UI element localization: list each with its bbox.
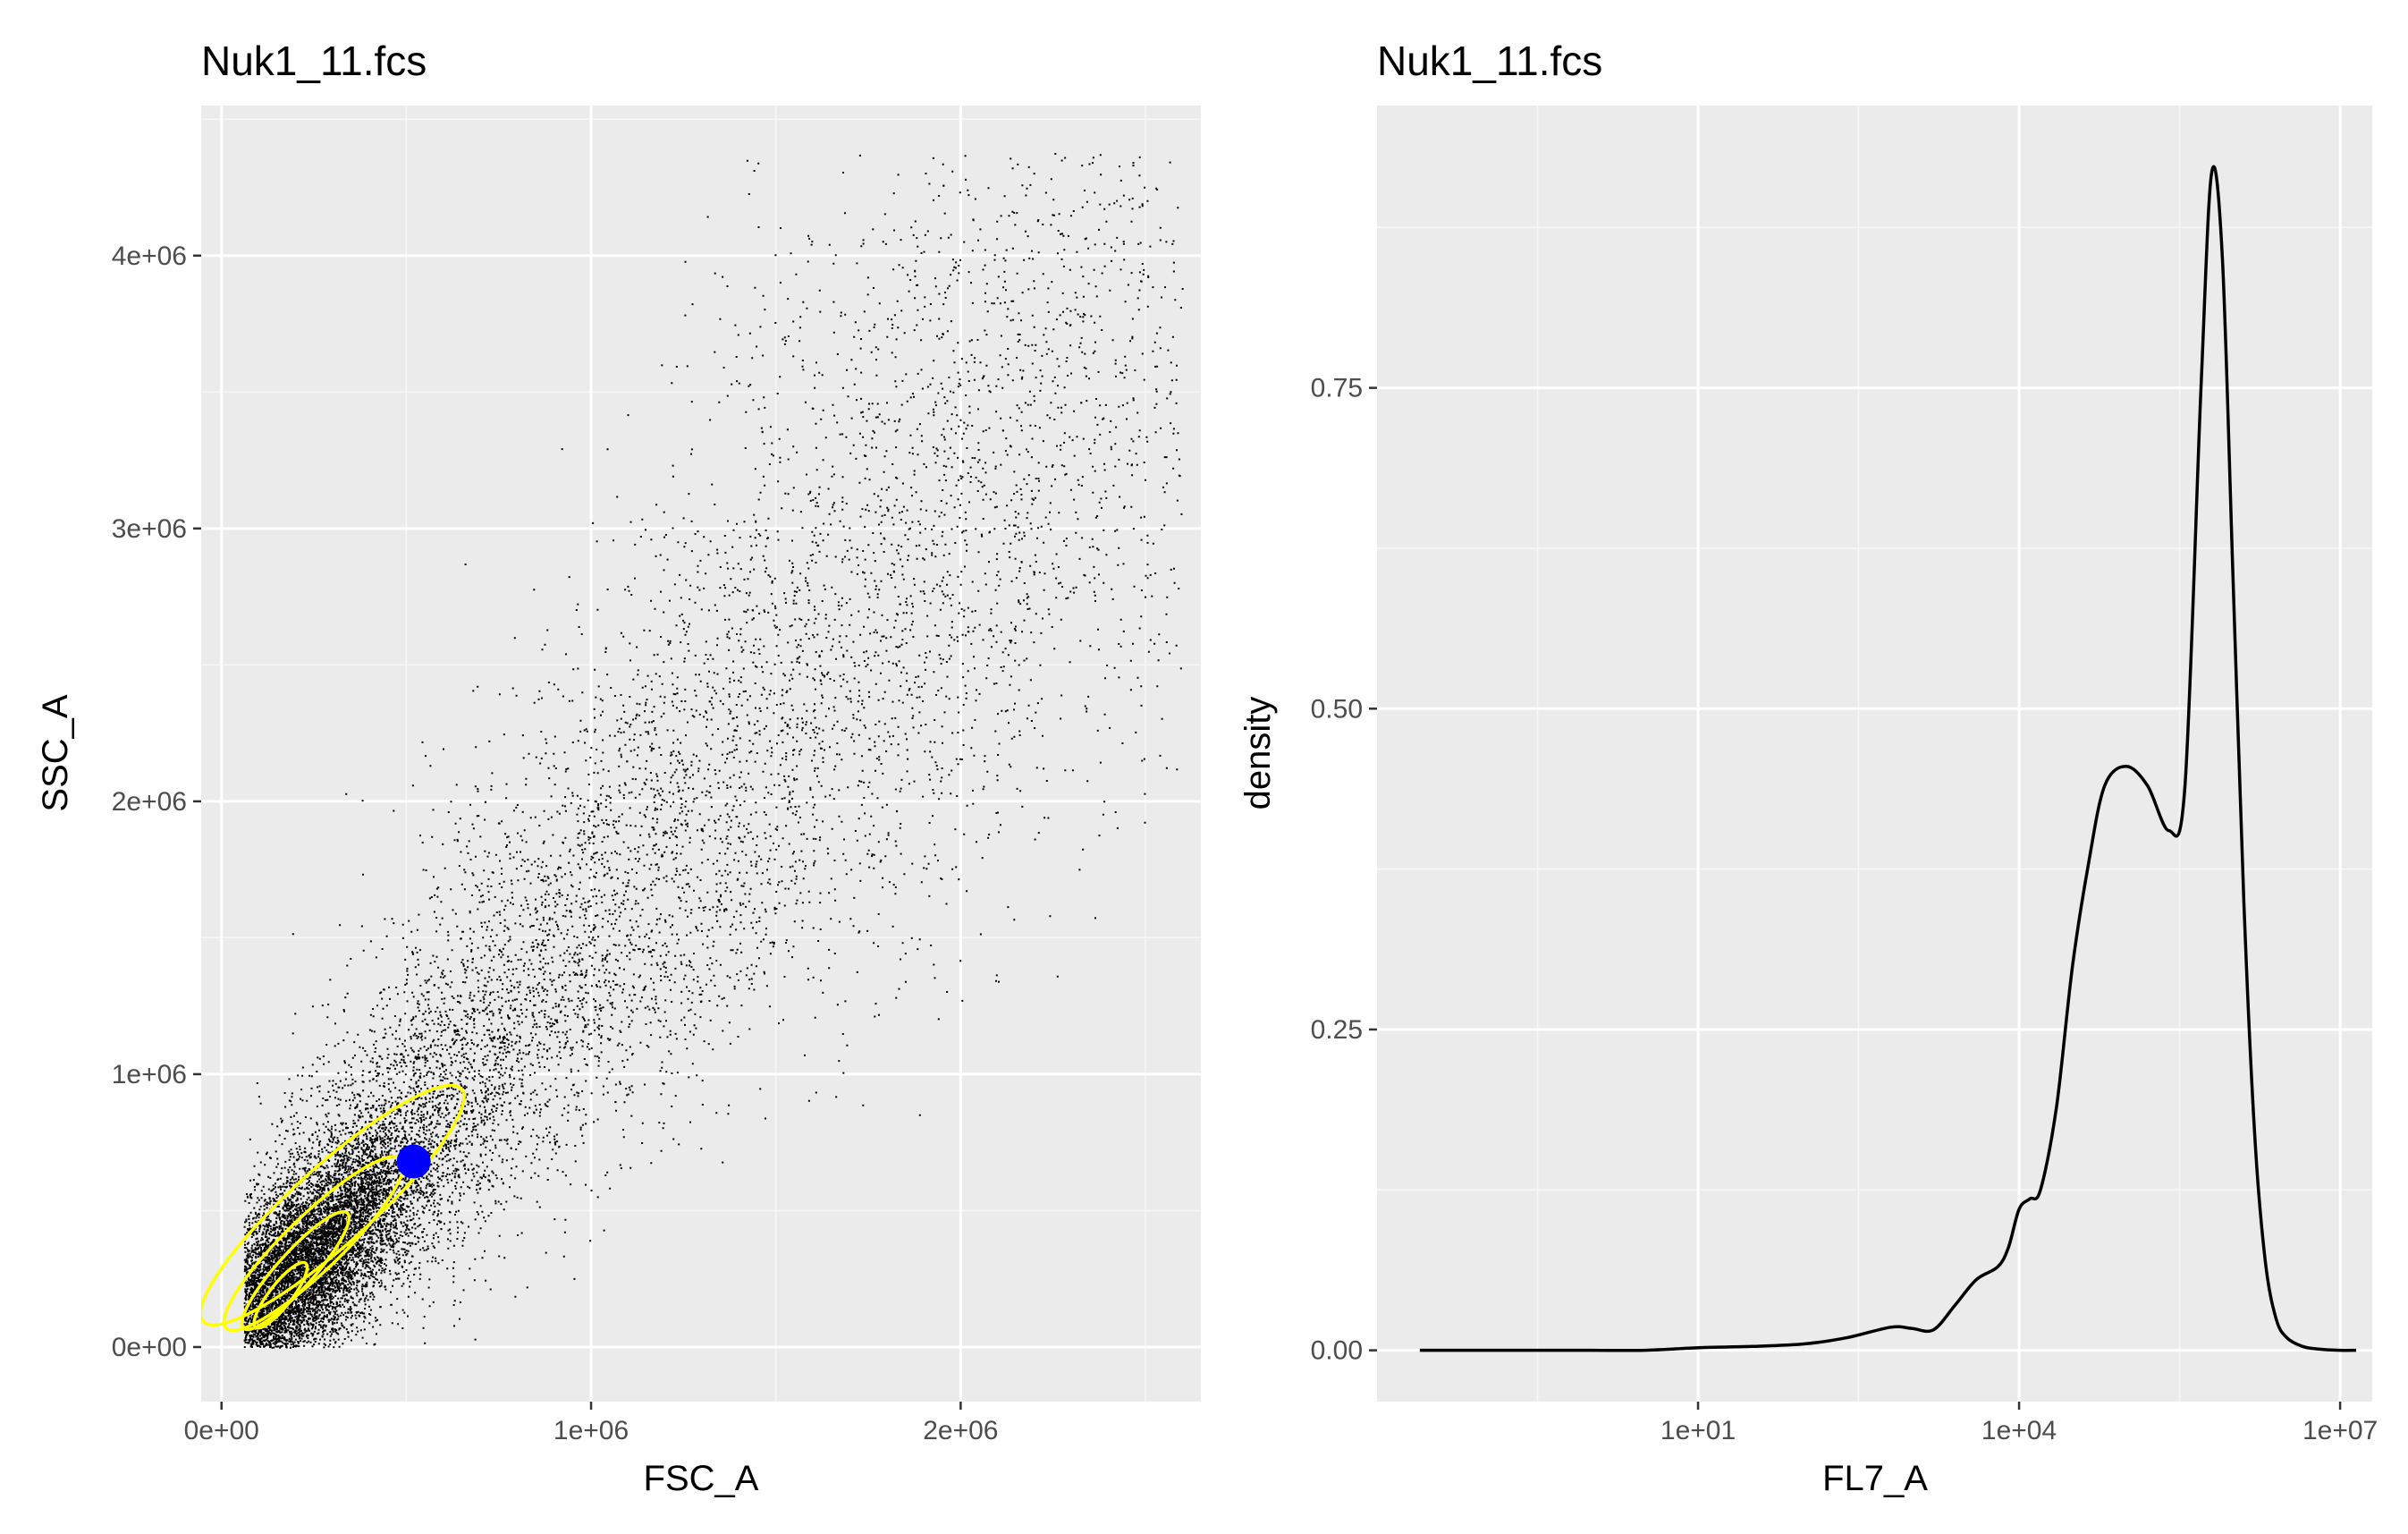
scatter-y-tick-label: 0e+00 [112,1333,187,1362]
scatter-title: Nuk1_11.fcs [201,38,427,84]
scatter-y-tick-label: 4e+06 [112,242,187,271]
scatter-x-tick-label: 1e+06 [553,1416,629,1445]
density-x-tick-label: 1e+07 [2302,1416,2378,1445]
density-plot-background [1377,106,2372,1402]
density-gridlines [1377,106,2372,1402]
density-title: Nuk1_11.fcs [1377,38,1602,84]
scatter-x-axis-title: FSC_A [644,1459,759,1498]
density-y-tick-label: 0.25 [1311,1015,1363,1045]
scatter-y-tick-label: 3e+06 [112,514,187,544]
scatter-gridlines [201,106,1201,1402]
density-contour-3 [240,1209,351,1332]
scatter-ticks: 0e+00 1e+06 2e+06 0e+00 1e+06 2e+06 3e+06 4e+06 [112,242,999,1445]
scatter-x-tick-label: 2e+06 [923,1416,998,1445]
density-y-axis-title: density [1238,697,1278,810]
density-panel: Nuk1_11.fcs 1e+01 1e+04 1e+07 0.00 0.25 0.50 0… [1238,38,2378,1498]
scatter-y-axis-title: SSC_A [36,694,75,811]
density-contour-1 [201,1083,466,1327]
density-line-group [1419,165,2357,1352]
density-y-tick-label: 0.00 [1311,1336,1363,1366]
density-x-axis-title: FL7_A [1822,1459,1928,1498]
density-curve [1419,165,2357,1352]
scatter-point-cloud [243,153,1184,1349]
scatter-y-tick-label: 1e+06 [112,1060,187,1089]
density-x-tick-label: 1e+01 [1660,1416,1736,1445]
density-contour-4 [252,1260,309,1330]
centroid-group [396,1144,431,1179]
density-x-tick-label: 1e+04 [1981,1416,2057,1445]
density-ticks: 1e+01 1e+04 1e+07 0.00 0.25 0.50 0.75 [1311,374,2378,1445]
scatter-x-tick-label: 0e+00 [184,1416,259,1445]
density-y-tick-label: 0.75 [1311,374,1363,403]
scatter-y-tick-label: 2e+06 [112,787,187,817]
centroid-point [396,1144,431,1179]
density-y-tick-label: 0.50 [1311,694,1363,724]
scatter-panel: Nuk1_11.fcs 0e+00 1e+06 2e+06 0e+00 1e+06 2e+… [36,38,1201,1498]
scatter-points [243,153,1184,1349]
